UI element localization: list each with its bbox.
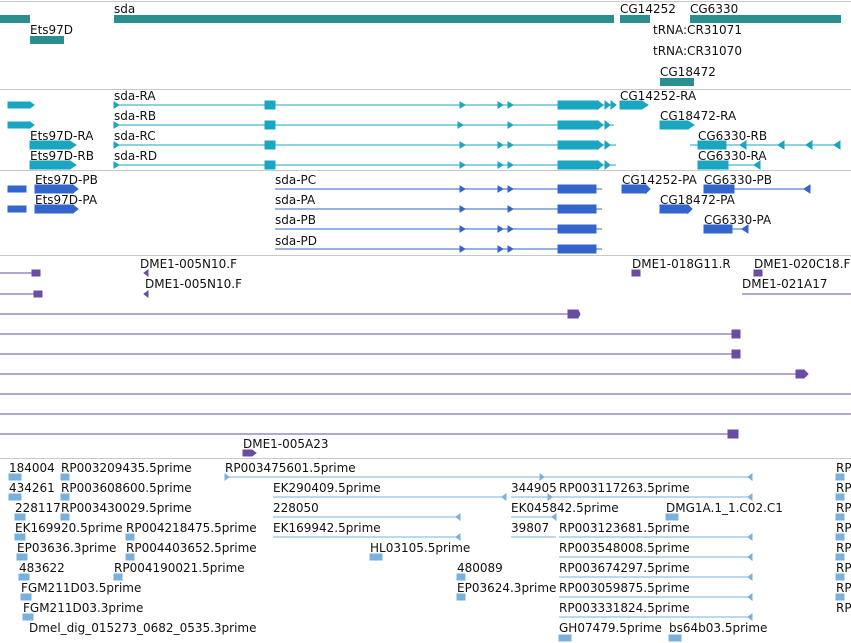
est-label[interactable]: 184004	[9, 461, 55, 475]
est-label[interactable]: RP	[836, 461, 851, 475]
est-label[interactable]: RP003674297.5prime	[559, 561, 690, 575]
clone-label[interactable]: DME1-018G11.R	[632, 257, 731, 271]
est-label[interactable]: RP	[836, 541, 851, 555]
est-label[interactable]: RP003475601.5prime	[225, 461, 356, 475]
clone-label[interactable]: DME1-005N10.F	[140, 257, 238, 271]
est-label[interactable]: 228117	[15, 501, 61, 515]
protein-label[interactable]: CG14252-PA	[622, 173, 697, 187]
est-label[interactable]: EK169920.5prime	[15, 521, 123, 535]
est-label[interactable]: EK045842.5prime	[511, 501, 619, 515]
track-separator	[0, 255, 851, 256]
est-label[interactable]: 344905	[511, 481, 557, 495]
protein-label[interactable]: Ets97D-PB	[35, 173, 98, 187]
transcript-label[interactable]: Ets97D-RA	[30, 129, 94, 143]
est-label[interactable]: RP	[836, 601, 851, 615]
est-label[interactable]: FGM211D03.3prime	[23, 601, 144, 615]
gene-feature[interactable]	[0, 15, 30, 23]
transcript-label[interactable]: sda-RB	[114, 109, 157, 123]
protein-label[interactable]: Ets97D-PA	[35, 193, 98, 207]
est-label[interactable]: RP003548008.5prime	[559, 541, 690, 555]
protein-label[interactable]: CG6330-PB	[704, 173, 773, 187]
est-label[interactable]: 228050	[273, 501, 319, 515]
est-label[interactable]: Dmel_dig_015273_0682_0535.3prime	[29, 621, 257, 635]
est-label[interactable]: EK290409.5prime	[273, 481, 381, 495]
clone-label[interactable]: DME1-021A17	[742, 277, 828, 291]
gene-label[interactable]: CG14252	[620, 2, 676, 16]
clone-label[interactable]: DME1-020C18.F	[754, 257, 851, 271]
gene-label[interactable]: tRNA:CR31071	[653, 23, 742, 37]
est-label[interactable]: RP003430029.5prime	[61, 501, 192, 515]
protein-label[interactable]: sda-PA	[275, 193, 316, 207]
gene-label[interactable]: CG6330	[690, 2, 739, 16]
transcript-label[interactable]: sda-RA	[114, 89, 156, 103]
track-separator	[0, 170, 851, 171]
gene-feature-ets97d[interactable]	[30, 36, 64, 44]
est-label[interactable]: RP	[836, 501, 851, 515]
transcript-label[interactable]: Ets97D-RB	[30, 149, 94, 163]
gene-label[interactable]: Ets97D	[30, 23, 74, 37]
clone-label[interactable]: DME1-005N10.F	[145, 277, 243, 291]
est-label[interactable]: RP	[836, 521, 851, 535]
est-label[interactable]: EK169942.5prime	[273, 521, 381, 535]
est-label[interactable]: 483622	[19, 561, 65, 575]
clone-label[interactable]: DME1-005A23	[243, 437, 329, 451]
est-label[interactable]: 480089	[457, 561, 503, 575]
est-label[interactable]: GH07479.5prime	[559, 621, 662, 635]
gene-label[interactable]: tRNA:CR31070	[653, 44, 742, 58]
transcript-label[interactable]: CG6330-RA	[698, 149, 767, 163]
transcript-label[interactable]: CG18472-RA	[660, 109, 737, 123]
est-label[interactable]: EP03636.3prime	[17, 541, 117, 555]
transcript-label[interactable]: sda-RD	[114, 149, 158, 163]
est-label[interactable]: RP003117263.5prime	[559, 481, 690, 495]
gene-feature-cg6330[interactable]	[690, 15, 841, 23]
gene-label[interactable]: CG18472	[660, 65, 716, 79]
gene-feature-sda[interactable]	[114, 15, 614, 23]
protein-label[interactable]: sda-PC	[275, 173, 317, 187]
est-label[interactable]: 39807	[511, 521, 550, 535]
est-label[interactable]: RP	[836, 481, 851, 495]
transcript-label[interactable]: sda-RC	[114, 129, 156, 143]
gene-feature-cg14252[interactable]	[620, 15, 650, 23]
est-label[interactable]: RP	[836, 561, 851, 575]
est-label[interactable]: EP03624.3prime	[457, 581, 557, 595]
est-label[interactable]: RP003608600.5prime	[61, 481, 192, 495]
est-label[interactable]: FGM211D03.5prime	[21, 581, 142, 595]
est-label[interactable]: HL03105.5prime	[370, 541, 471, 555]
transcript-label[interactable]: CG14252-RA	[620, 89, 697, 103]
transcript-label[interactable]: CG6330-RB	[698, 129, 768, 143]
est-label[interactable]: RP	[836, 581, 851, 595]
est-label[interactable]: RP003331824.5prime	[559, 601, 690, 615]
protein-label[interactable]: sda-PD	[275, 234, 318, 248]
est-label[interactable]: RP004190021.5prime	[114, 561, 245, 575]
est-label[interactable]: 434261	[9, 481, 55, 495]
est-label[interactable]: RP003059875.5prime	[559, 581, 690, 595]
track-separator	[0, 458, 851, 459]
est-label[interactable]: RP004218475.5prime	[126, 521, 257, 535]
est-label[interactable]: RP004403652.5prime	[126, 541, 257, 555]
gene-label[interactable]: sda	[114, 2, 136, 16]
track-separator	[0, 1, 851, 2]
est-label[interactable]: RP003209435.5prime	[61, 461, 192, 475]
est-label[interactable]: DMG1A.1_1.C02.C1	[666, 501, 783, 515]
protein-label[interactable]: CG6330-PA	[704, 213, 772, 227]
protein-label[interactable]: sda-PB	[275, 213, 317, 227]
gene-feature-cg18472[interactable]	[660, 78, 694, 86]
track-separator	[0, 89, 851, 90]
est-label[interactable]: RP003123681.5prime	[559, 521, 690, 535]
est-label[interactable]: bs64b03.5prime	[669, 621, 768, 635]
protein-label[interactable]: CG18472-PA	[660, 193, 735, 207]
